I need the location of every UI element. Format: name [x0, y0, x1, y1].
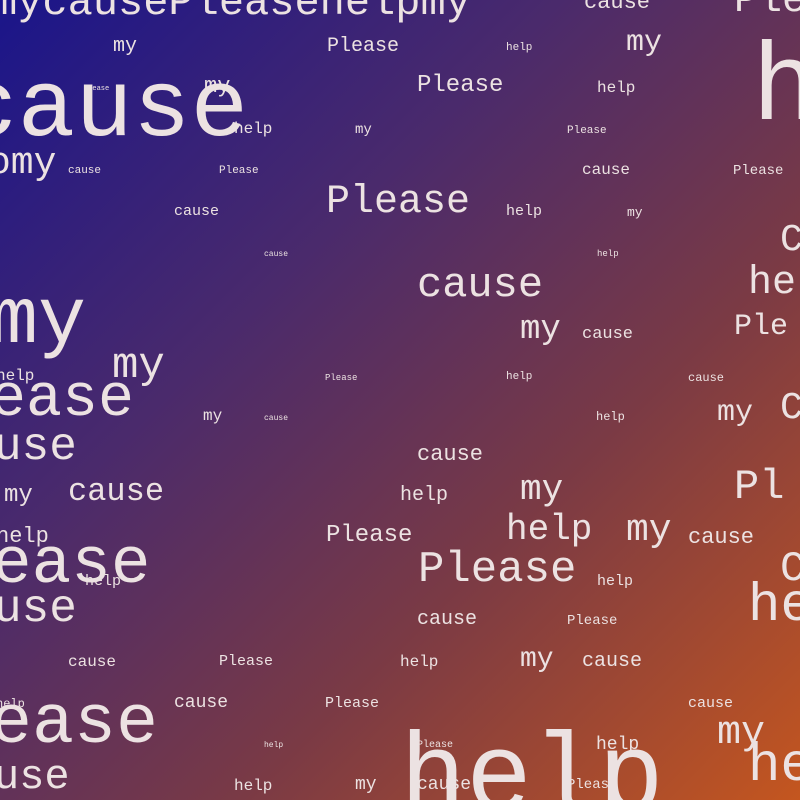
word: Please [219, 653, 274, 670]
word: help [506, 509, 593, 550]
word: cause [417, 775, 472, 795]
word: he [748, 736, 800, 797]
word: Please [567, 777, 618, 793]
word: cause [582, 161, 631, 179]
word: use [0, 753, 70, 800]
word: help [506, 203, 543, 220]
word: help [597, 249, 619, 259]
word: my [520, 644, 554, 675]
word: Please [417, 72, 504, 99]
word: my [204, 74, 231, 99]
word: ease [0, 366, 135, 434]
word: he [748, 261, 797, 306]
word: Please [219, 165, 259, 177]
word: help [506, 371, 533, 383]
word: help [400, 484, 449, 507]
word: help [400, 718, 665, 800]
word: help [400, 653, 439, 671]
word: C [780, 219, 800, 262]
word: cause [688, 371, 725, 385]
word: my [4, 482, 33, 509]
word: Please [84, 85, 110, 93]
word: cause [582, 650, 643, 673]
word: help [0, 367, 35, 385]
word: cause [174, 203, 220, 220]
word: Please [567, 613, 618, 629]
word: help [264, 741, 284, 750]
word: ease [0, 527, 151, 602]
word: mycausePleasehelpmy [0, 0, 471, 27]
word: cause [417, 261, 544, 309]
word: help [597, 573, 634, 590]
word: cause [688, 695, 734, 712]
word: my [520, 469, 564, 510]
word: my [627, 205, 643, 220]
word: cause [584, 0, 651, 15]
word: Please [418, 545, 577, 595]
word: my [717, 396, 754, 430]
word: use [0, 421, 77, 473]
word: Pl [734, 463, 785, 511]
word: Please [326, 180, 471, 225]
word: my [626, 26, 663, 60]
word: cause [264, 414, 289, 423]
word: C [780, 545, 800, 593]
word: help [234, 120, 273, 138]
word: Please [325, 695, 380, 712]
word: my [203, 407, 223, 425]
word: Ple [734, 310, 789, 344]
word: cause [582, 325, 634, 344]
word: h [752, 28, 800, 153]
word: he [748, 576, 800, 637]
word: cause [0, 55, 249, 164]
word: cause [68, 165, 102, 177]
word: cause [264, 250, 289, 259]
word: my [112, 341, 165, 391]
word: Please [417, 740, 454, 751]
word: ease [0, 685, 159, 764]
word: help [597, 79, 636, 97]
word: help [506, 42, 533, 54]
word: cause [417, 608, 478, 631]
word: help [0, 524, 49, 549]
word: cause [68, 473, 165, 510]
word: cause [417, 442, 484, 467]
word: cause [68, 653, 117, 671]
word: my [0, 276, 87, 367]
word: help [0, 697, 25, 711]
word: my [113, 35, 138, 58]
word: my [626, 509, 672, 552]
word: Please [567, 125, 607, 137]
word: Please [733, 163, 784, 179]
word: Ple [734, 0, 800, 24]
word: my [355, 775, 377, 795]
word: Please [327, 35, 400, 58]
word: help [234, 777, 273, 795]
word: help [85, 573, 122, 590]
word: cause [174, 693, 229, 713]
word: use [0, 583, 77, 635]
word: my [355, 122, 372, 138]
word: Please [325, 373, 358, 383]
word: help [596, 735, 640, 755]
word: my [520, 311, 561, 349]
word: cause [688, 525, 755, 550]
word: C [780, 387, 800, 430]
word: omy [0, 142, 57, 185]
word: help [596, 410, 625, 424]
word: Please [326, 522, 413, 549]
word: my [717, 711, 766, 756]
